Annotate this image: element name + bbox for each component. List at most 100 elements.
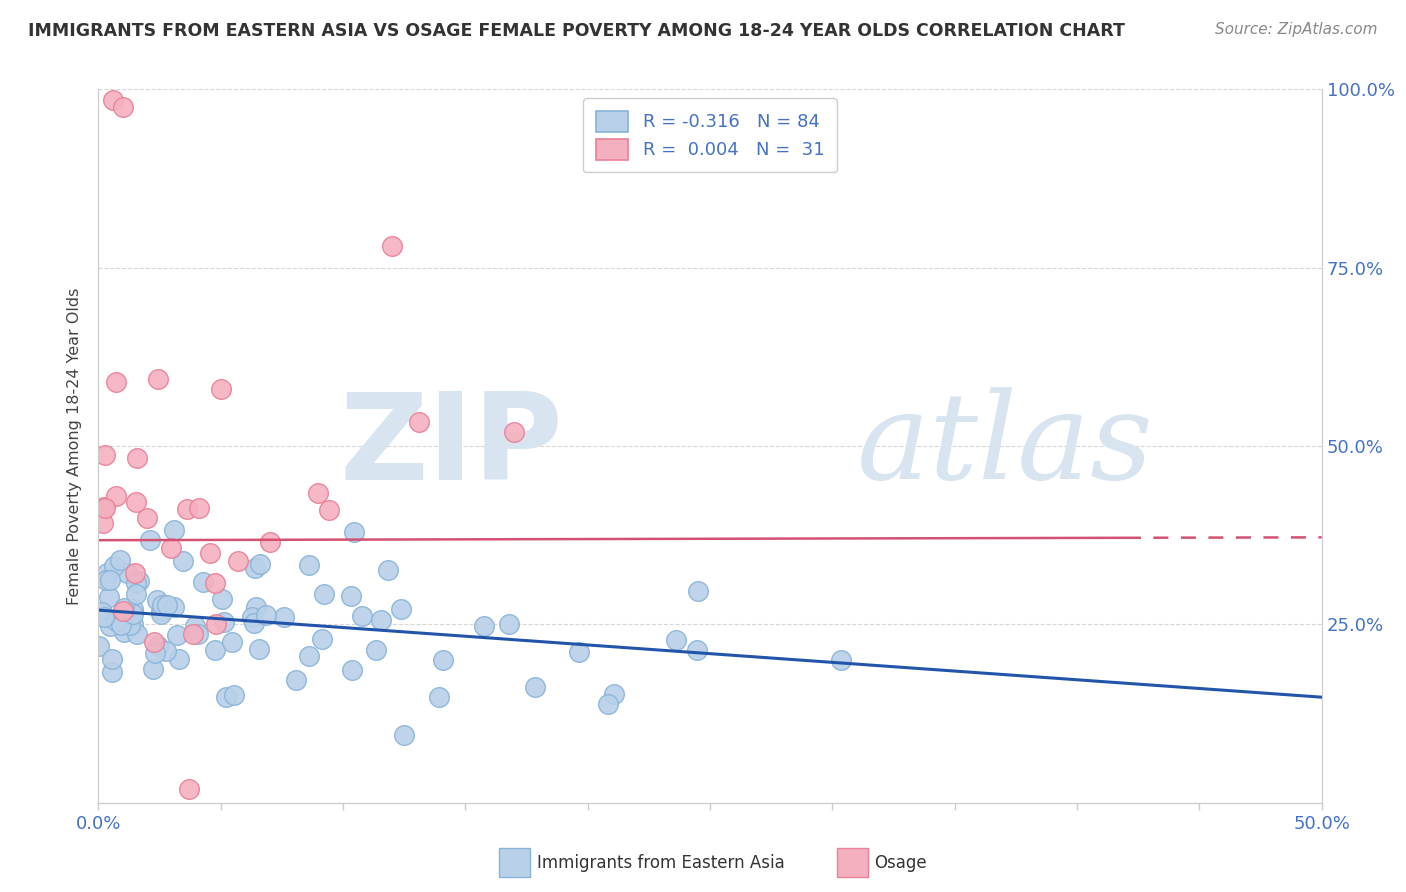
Point: [124, 566, 146, 581]
Point: [472, 619, 495, 633]
Point: [254, 607, 277, 622]
Point: [307, 486, 329, 500]
Point: [370, 613, 392, 627]
Point: [297, 648, 319, 663]
Point: [524, 680, 547, 694]
Text: ZIP: ZIP: [339, 387, 564, 505]
Point: [665, 632, 688, 647]
Point: [105, 614, 128, 628]
Point: [101, 93, 124, 107]
Point: [117, 566, 139, 580]
Point: [160, 541, 183, 555]
Point: [93, 610, 115, 624]
Point: [155, 643, 177, 657]
Point: [191, 574, 214, 589]
Point: [427, 690, 450, 705]
Point: [226, 553, 249, 567]
Point: [212, 615, 235, 629]
Point: [340, 663, 363, 677]
Point: [243, 615, 266, 630]
Point: [685, 643, 707, 657]
Point: [830, 653, 852, 667]
Point: [205, 617, 228, 632]
Point: [100, 652, 122, 666]
Point: [103, 559, 125, 574]
Point: [245, 600, 267, 615]
Point: [125, 495, 148, 509]
Point: [104, 375, 127, 389]
Point: [96, 573, 118, 587]
Point: [91, 605, 114, 619]
Point: [150, 598, 173, 612]
Point: [688, 584, 710, 599]
Point: [603, 687, 626, 701]
Point: [187, 501, 209, 516]
Point: [136, 511, 159, 525]
Point: [163, 523, 186, 537]
Point: [146, 639, 169, 653]
Point: [249, 557, 271, 571]
Point: [98, 573, 121, 587]
Point: [91, 516, 114, 531]
Point: [222, 688, 245, 702]
Point: [184, 618, 207, 632]
Point: [94, 448, 117, 462]
Point: [318, 503, 340, 517]
Point: [259, 534, 281, 549]
Point: [343, 524, 366, 539]
Point: [93, 500, 115, 515]
Point: [127, 450, 149, 465]
Point: [498, 616, 520, 631]
Point: [128, 574, 150, 588]
Point: [187, 626, 209, 640]
Point: [163, 599, 186, 614]
Point: [105, 489, 128, 503]
Text: Immigrants from Eastern Asia: Immigrants from Eastern Asia: [537, 854, 785, 871]
Point: [125, 587, 148, 601]
Point: [93, 501, 115, 516]
Legend: R = -0.316   N = 84, R =  0.004   N =  31: R = -0.316 N = 84, R = 0.004 N = 31: [583, 98, 837, 172]
Point: [408, 415, 430, 429]
Point: [89, 640, 111, 654]
Point: [312, 587, 335, 601]
Point: [340, 589, 363, 603]
Point: [568, 645, 591, 659]
Point: [110, 618, 132, 632]
Point: [284, 673, 307, 687]
Point: [176, 501, 198, 516]
Point: [156, 598, 179, 612]
Point: [211, 591, 233, 606]
Point: [394, 728, 416, 742]
Point: [432, 653, 454, 667]
Point: [120, 618, 142, 632]
Y-axis label: Female Poverty Among 18-24 Year Olds: Female Poverty Among 18-24 Year Olds: [67, 287, 83, 605]
Point: [138, 533, 160, 547]
Point: [364, 642, 387, 657]
Point: [117, 607, 139, 622]
Point: [172, 554, 194, 568]
Point: [389, 601, 412, 615]
Point: [181, 626, 204, 640]
Point: [149, 607, 172, 622]
Point: [167, 652, 190, 666]
Point: [146, 593, 169, 607]
Point: [96, 566, 118, 580]
Point: [166, 628, 188, 642]
Point: [243, 561, 266, 575]
Point: [215, 690, 238, 705]
Point: [114, 601, 136, 615]
Point: [240, 610, 263, 624]
Point: [596, 697, 619, 711]
Point: [125, 626, 148, 640]
Point: [111, 100, 134, 114]
Point: [298, 558, 321, 572]
Point: [142, 662, 165, 676]
Text: Osage: Osage: [875, 854, 927, 871]
Point: [503, 425, 526, 439]
Point: [204, 643, 226, 657]
Point: [142, 635, 165, 649]
Point: [247, 642, 270, 657]
Point: [100, 665, 122, 679]
Point: [125, 576, 148, 591]
Point: [98, 619, 121, 633]
